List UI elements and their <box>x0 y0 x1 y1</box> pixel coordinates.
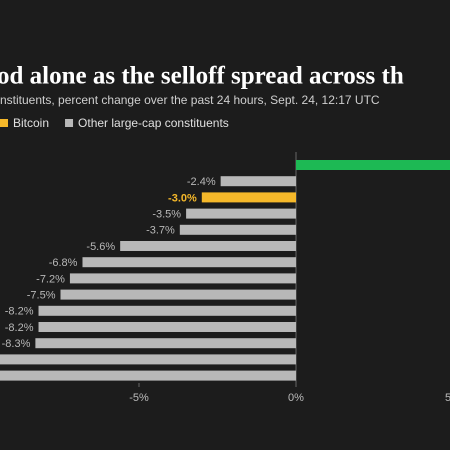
bar <box>60 289 296 300</box>
bar <box>179 224 296 235</box>
legend-swatch <box>65 119 74 127</box>
value-label: -3.0% <box>168 192 197 204</box>
legend-swatch <box>0 119 8 127</box>
value-label: -8.2% <box>5 322 34 334</box>
value-label: -3.5% <box>152 209 181 221</box>
value-label: -7.5% <box>27 290 56 302</box>
bar <box>0 370 297 381</box>
value-label: -8.3% <box>2 338 31 350</box>
chart-title: od alone as the selloff spread across th <box>0 63 404 90</box>
bar <box>38 305 297 316</box>
bar <box>186 208 296 219</box>
bar <box>38 322 297 332</box>
value-label: -2.4% <box>187 176 216 188</box>
legend-label: Other large-cap constituents <box>78 116 229 130</box>
value-label: -6.8% <box>49 257 78 269</box>
value-label: -5.6% <box>86 241 115 253</box>
x-tick-label: 0% <box>288 392 304 404</box>
bar <box>35 338 296 349</box>
x-tick-label: 5% <box>445 392 450 404</box>
bar <box>296 160 450 170</box>
legend-label: Bitcoin <box>13 116 49 130</box>
bar <box>82 257 296 268</box>
value-label: -7.2% <box>36 273 65 285</box>
bar <box>69 273 296 284</box>
bar <box>0 354 297 365</box>
bar <box>201 192 296 203</box>
value-label: -3.7% <box>146 225 175 237</box>
bar <box>220 176 296 187</box>
x-tick-label: -5% <box>129 392 149 404</box>
value-label: -8.2% <box>5 306 34 318</box>
bar <box>120 241 296 251</box>
chart-subtitle: nstituents, percent change over the past… <box>0 93 380 107</box>
